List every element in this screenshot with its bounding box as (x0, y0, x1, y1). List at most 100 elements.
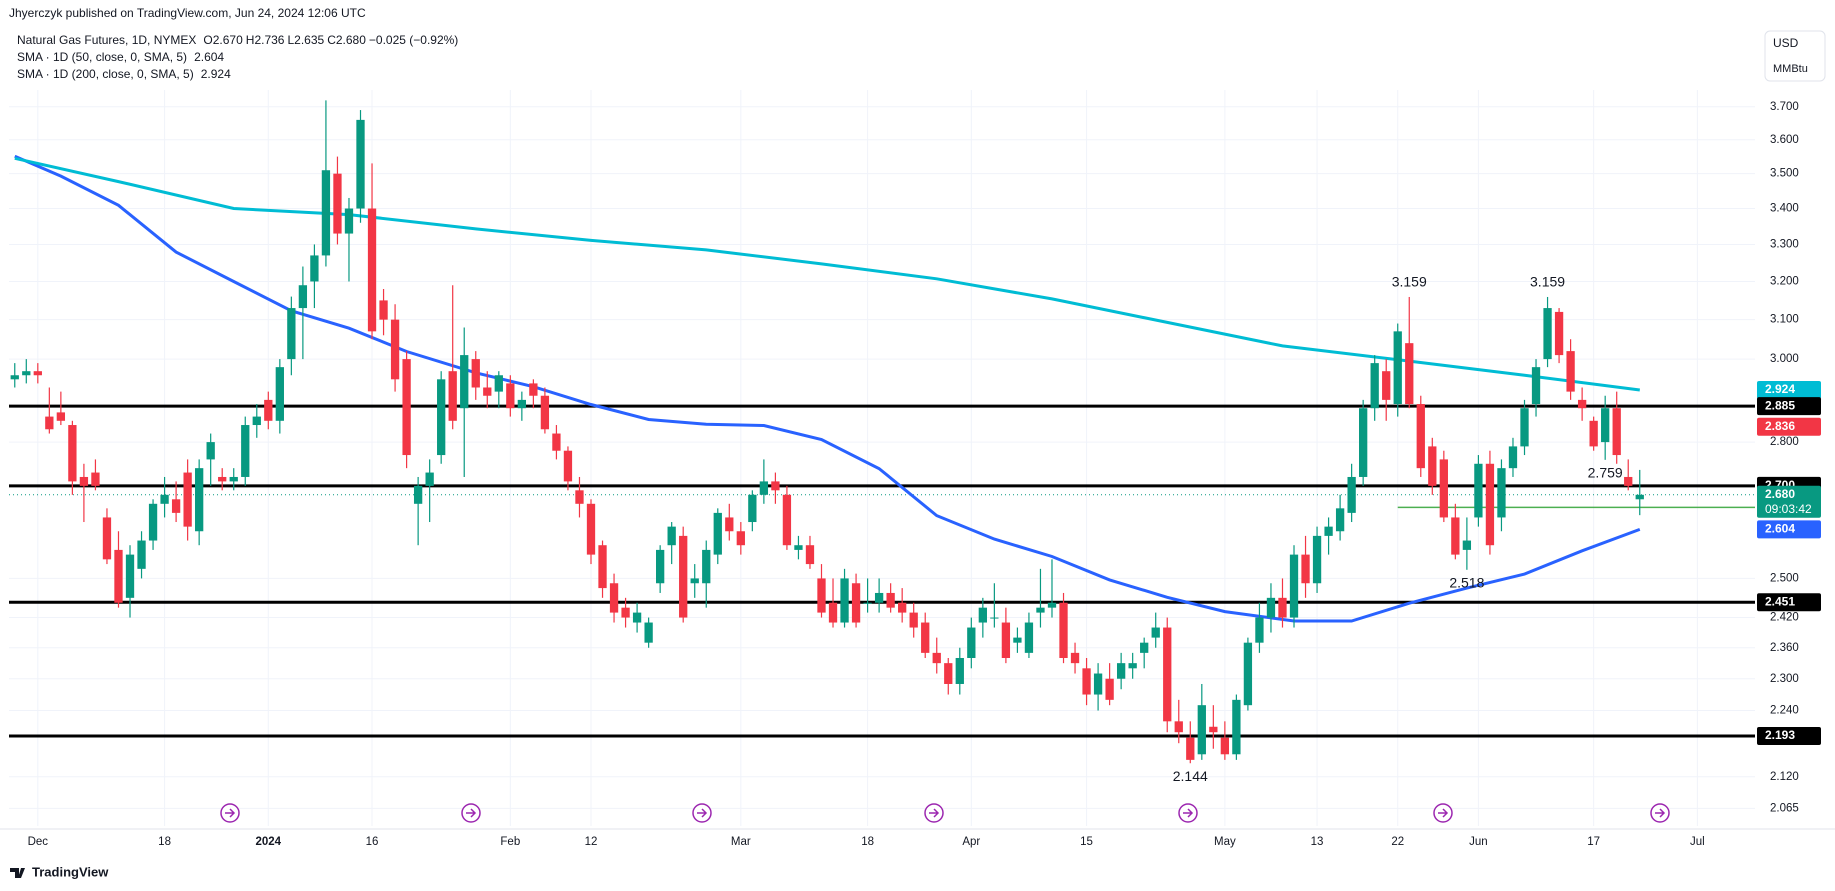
candle-body (609, 583, 619, 613)
candle-body (102, 517, 112, 560)
y-tick-label: 3.100 (1770, 314, 1799, 326)
candle-body (1589, 420, 1598, 447)
candle-body (33, 371, 42, 376)
candle-body (1301, 554, 1310, 584)
candle-body (874, 592, 884, 603)
candle-body (310, 255, 319, 282)
candle-body (287, 308, 296, 360)
last-price-badge-countdown: 09:03:42 (1765, 502, 1812, 516)
annotation: 2.144 (1173, 768, 1208, 784)
candle-body (1601, 408, 1610, 443)
candle-body (1612, 408, 1621, 456)
brand: TradingView (32, 864, 109, 879)
candle-body (56, 412, 66, 421)
candle-body (632, 612, 642, 623)
candle-body (794, 545, 803, 550)
candle-body (1128, 663, 1137, 669)
published-note: Jhyerczyk published on TradingView.com, … (9, 6, 366, 20)
annotation: 2.518 (1449, 575, 1484, 591)
unit: MMBtu (1773, 63, 1808, 75)
line-badge-label: 2.193 (1765, 728, 1795, 742)
candle-body (1370, 363, 1379, 409)
candle-body (148, 503, 158, 541)
brand-logo (10, 868, 25, 878)
candle-body (483, 387, 492, 396)
candle-body (586, 503, 596, 555)
sma-line (14, 154, 1641, 623)
candle-body (1243, 642, 1253, 706)
y-tick-label: 2.420 (1770, 612, 1799, 624)
candle-body (563, 450, 573, 482)
candle-body (1013, 637, 1022, 643)
candle-body (298, 285, 308, 309)
line-badge (1757, 593, 1821, 612)
y-tick-label: 3.300 (1770, 238, 1799, 250)
candle-body (1082, 668, 1091, 695)
event-icon-arrow (225, 808, 236, 818)
y-tick-label: 2.500 (1770, 572, 1799, 584)
candle-body (1024, 622, 1034, 653)
ohlc-key: C (327, 33, 336, 47)
candle-body (1047, 602, 1057, 608)
candle-body (275, 367, 284, 421)
candle-body (898, 602, 907, 613)
x-tick-label: 16 (366, 836, 379, 848)
x-tick-label: May (1214, 836, 1236, 848)
last-price-badge (1757, 485, 1821, 518)
candle-body (1209, 726, 1218, 733)
symbol: Natural Gas Futures, 1D, NYMEX (17, 33, 196, 47)
candle-body (114, 549, 123, 603)
candle-body (782, 494, 792, 546)
candle-body (1382, 371, 1391, 400)
annotation: 3.159 (1530, 274, 1565, 290)
candle-body (333, 173, 342, 234)
candle-body (955, 657, 964, 684)
candle-body (725, 517, 734, 532)
candle-body (517, 399, 527, 409)
sma-badge (1757, 380, 1821, 399)
candle-body (1624, 476, 1633, 486)
candle-body (229, 476, 238, 482)
x-tick-label: Jun (1469, 836, 1488, 848)
candle-body (195, 468, 204, 532)
y-tick-label: 3.600 (1770, 134, 1799, 146)
event-icon-arrow (466, 808, 477, 818)
candle-body (621, 607, 630, 618)
ohlc-value: 2.680 (336, 33, 366, 47)
candle-body (805, 545, 815, 565)
candle-body (921, 622, 930, 653)
candle-body (91, 472, 100, 486)
candle-body (494, 375, 503, 392)
candle-body (1266, 597, 1276, 618)
x-tick-label: 15 (1080, 836, 1093, 848)
candle-body (1393, 331, 1402, 405)
candle-body (1416, 404, 1425, 469)
candle-body (967, 627, 976, 658)
annotation: 3.159 (1392, 274, 1427, 290)
unit-box[interactable] (1764, 30, 1826, 82)
candle-body (840, 578, 849, 623)
ohlc-key: O (203, 33, 212, 47)
candle-body (183, 472, 192, 527)
candle-body (679, 535, 688, 618)
candle-body (356, 119, 365, 209)
candle-body (978, 607, 987, 623)
candle-body (690, 578, 699, 584)
candle-body (1335, 508, 1345, 532)
candle-body (1520, 408, 1529, 447)
candle-body (437, 379, 446, 456)
y-tick-label: 2.360 (1770, 642, 1799, 654)
candle-body (655, 549, 665, 584)
candle-body (448, 371, 457, 421)
candle-body (1577, 399, 1587, 409)
line-badge (1757, 397, 1821, 416)
candle-body (702, 549, 711, 584)
candle-body (828, 602, 838, 623)
candle-body (413, 485, 423, 504)
candle-body (1278, 597, 1287, 618)
x-tick-label: Apr (962, 836, 980, 848)
candle-body (1232, 699, 1241, 755)
candle-body (1554, 311, 1564, 356)
candle-body (264, 399, 273, 421)
candle-body (1451, 517, 1460, 555)
